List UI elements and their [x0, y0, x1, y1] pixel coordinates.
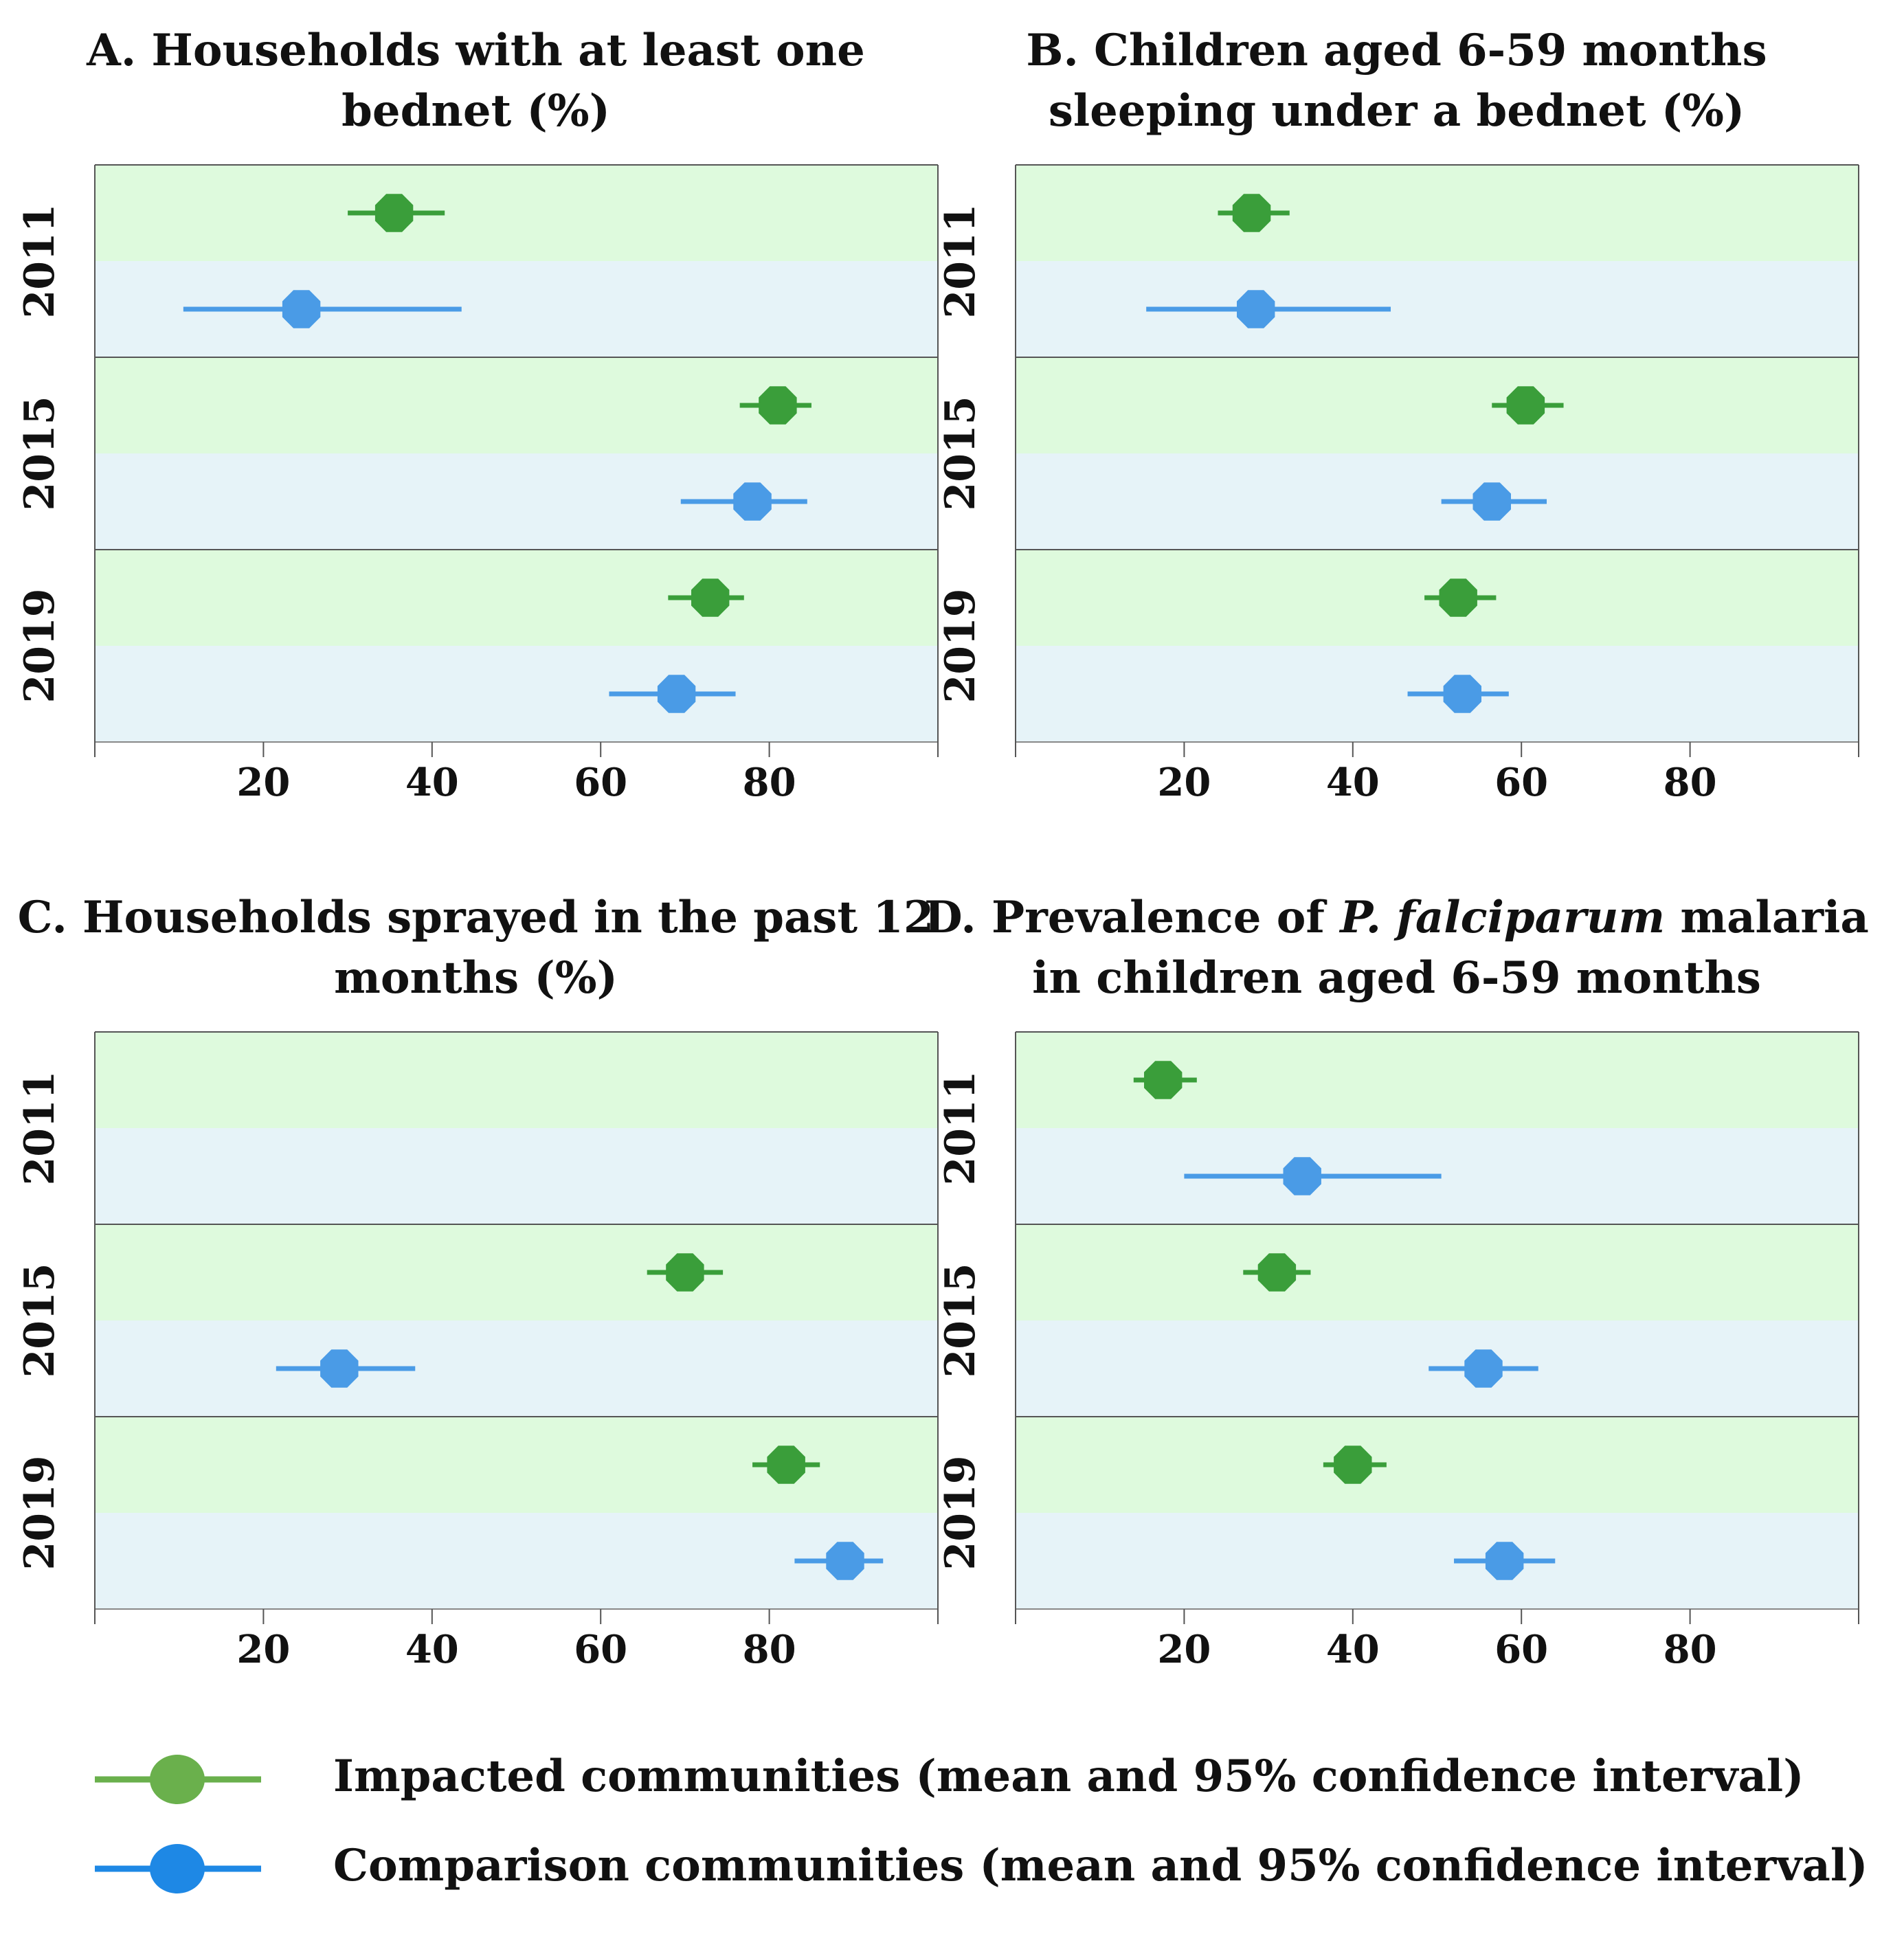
- panel-a-title-line-2: bednet (%): [341, 85, 610, 137]
- panel-a-band-2015-comparison: [95, 453, 938, 550]
- legend-dot-comparison: [150, 1844, 205, 1893]
- panel-d-title-line-1: D. Prevalence of P. falciparum malaria: [924, 892, 1869, 943]
- panel-d-comparison-2011-mean-point: [1283, 1157, 1321, 1195]
- panel-b-year-label-2011: 2011: [937, 204, 985, 319]
- panel-b-band-2015-comparison: [1016, 453, 1859, 550]
- legend-marker-comparison: [95, 1844, 261, 1893]
- panel-d-impacted-2015-mean-point: [1257, 1253, 1297, 1292]
- panel-a-x-tick-label-40: 40: [405, 760, 459, 805]
- panel-a-plot: 2011 2015 2019 20 40 60 80: [16, 164, 939, 805]
- panel-c-comparison-2019-mean-point: [826, 1542, 864, 1580]
- chart-panel-c: C. Households sprayed in the past 12 mon…: [0, 867, 952, 1740]
- panel-b-title: B. Children aged 6-59 months sleeping un…: [921, 21, 1872, 142]
- panel-b-impacted-2015-mean-point: [1506, 386, 1545, 425]
- panel-b-band-2015-impacted: [1016, 357, 1859, 453]
- panel-b-impacted-2011-mean-point: [1232, 194, 1271, 232]
- panel-c-impacted-2019-mean-point: [767, 1446, 805, 1484]
- panel-b-plot: 2011 2015 2019 20 40 60 80: [937, 164, 1859, 805]
- panel-b-band-2011-impacted: [1016, 165, 1859, 261]
- panel-a-year-label-2015: 2015: [16, 396, 64, 511]
- panel-c-x-tick-label-40: 40: [405, 1627, 459, 1672]
- panel-b-comparison-2011-mean-point: [1237, 290, 1275, 328]
- panel-a-x-tick-label-60: 60: [574, 760, 627, 805]
- legend-item-impacted: Impacted communities (mean and 95% confi…: [89, 1738, 1876, 1828]
- panel-c-year-label-2015: 2015: [16, 1263, 64, 1378]
- chart-panel-b: B. Children aged 6-59 months sleeping un…: [921, 0, 1872, 873]
- panel-a-title-line-1: A. Households with at least one: [87, 25, 865, 76]
- panel-c-impacted-2015-mean-point: [666, 1253, 704, 1292]
- legend: Impacted communities (mean and 95% confi…: [89, 1738, 1876, 1917]
- panel-c-title-line-2: months (%): [334, 952, 618, 1004]
- panel-d-title: D. Prevalence of P. falciparum malaria i…: [921, 888, 1872, 1009]
- panel-d-year-label-2011: 2011: [937, 1071, 985, 1186]
- panel-c-band-2011-impacted: [95, 1032, 938, 1128]
- panel-a-impacted-2019-mean-point: [691, 578, 730, 617]
- panel-c-year-label-2011: 2011: [16, 1071, 64, 1186]
- legend-label-impacted: Impacted communities (mean and 95% confi…: [333, 1751, 1804, 1802]
- panel-d-comparison-2015-mean-point: [1464, 1349, 1503, 1388]
- panel-a-comparison-2015-mean-point: [733, 482, 772, 521]
- panel-b-band-2011-comparison: [1016, 261, 1859, 357]
- panel-a-year-label-2011: 2011: [16, 204, 64, 319]
- panel-c-year-label-2019: 2019: [16, 1456, 64, 1571]
- panel-a-year-label-2019: 2019: [16, 589, 64, 704]
- panel-c-band-2015-impacted: [95, 1224, 938, 1320]
- panel-c-x-tick-label-20: 20: [236, 1627, 290, 1672]
- panel-b-title-line-2: sleeping under a bednet (%): [1048, 85, 1745, 137]
- panel-d-band-2019-comparison: [1016, 1513, 1859, 1609]
- panel-d-x-tick-label-60: 60: [1494, 1627, 1548, 1672]
- panel-a-x-tick-label-20: 20: [236, 760, 290, 805]
- legend-label-comparison: Comparison communities (mean and 95% con…: [333, 1840, 1868, 1891]
- panel-a-band-2019-impacted: [95, 550, 938, 646]
- panel-a-comparison-2019-mean-point: [657, 675, 696, 713]
- panel-d-impacted-2019-mean-point: [1334, 1446, 1372, 1484]
- panel-c-title-line-1: C. Households sprayed in the past 12: [17, 892, 934, 943]
- panel-b-comparison-2019-mean-point: [1443, 675, 1481, 713]
- panel-b-year-label-2019: 2019: [937, 589, 985, 704]
- panel-d-year-label-2015: 2015: [937, 1263, 985, 1378]
- panel-a-comparison-2011-mean-point: [282, 290, 321, 328]
- panel-b-impacted-2019-mean-point: [1439, 578, 1477, 617]
- panel-b-x-tick-label-80: 80: [1664, 760, 1717, 805]
- panel-d-band-2019-impacted: [1016, 1417, 1859, 1513]
- panel-c-comparison-2015-mean-point: [320, 1349, 359, 1388]
- panel-c-x-tick-label-80: 80: [743, 1627, 796, 1672]
- panel-a-x-tick-label-80: 80: [743, 760, 796, 805]
- panel-a-impacted-2011-mean-point: [374, 194, 414, 232]
- panel-c-band-2011-comparison: [95, 1128, 938, 1224]
- panel-c-x-tick-label-60: 60: [574, 1627, 627, 1672]
- panel-a-impacted-2015-mean-point: [759, 386, 797, 425]
- panel-b-x-tick-label-20: 20: [1157, 760, 1211, 805]
- panel-d-impacted-2011-mean-point: [1144, 1061, 1183, 1099]
- panel-d-comparison-2019-mean-point: [1485, 1542, 1524, 1580]
- panel-d-x-tick-label-40: 40: [1326, 1627, 1380, 1672]
- panel-c-plot: 2011 2015 2019 20 40 60 80: [16, 1031, 939, 1672]
- panel-c-title: C. Households sprayed in the past 12 mon…: [0, 888, 952, 1009]
- chart-panel-d: D. Prevalence of P. falciparum malaria i…: [921, 867, 1872, 1740]
- panel-d-plot: 2011 2015 2019 20 40 60 80: [937, 1031, 1859, 1672]
- panel-d-year-label-2019: 2019: [937, 1456, 985, 1571]
- panel-b-x-tick-label-60: 60: [1494, 760, 1548, 805]
- panel-b-year-label-2015: 2015: [937, 396, 985, 511]
- chart-panel-a: A. Households with at least one bednet (…: [0, 0, 952, 873]
- legend-marker-impacted: [95, 1755, 261, 1804]
- panel-d-title-line-2: in children aged 6-59 months: [1032, 952, 1761, 1004]
- panel-b-x-tick-label-40: 40: [1326, 760, 1380, 805]
- panel-b-title-line-1: B. Children aged 6-59 months: [1026, 25, 1767, 76]
- panel-a-band-2019-comparison: [95, 646, 938, 742]
- panel-b-comparison-2015-mean-point: [1472, 482, 1511, 521]
- panel-d-x-tick-label-80: 80: [1664, 1627, 1717, 1672]
- panel-a-title: A. Households with at least one bednet (…: [0, 21, 952, 142]
- legend-item-comparison: Comparison communities (mean and 95% con…: [89, 1828, 1876, 1917]
- panel-c-band-2015-comparison: [95, 1320, 938, 1417]
- panel-a-band-2011-impacted: [95, 165, 938, 261]
- legend-dot-impacted: [150, 1755, 205, 1804]
- panel-d-x-tick-label-20: 20: [1157, 1627, 1211, 1672]
- panel-d-band-2015-impacted: [1016, 1224, 1859, 1320]
